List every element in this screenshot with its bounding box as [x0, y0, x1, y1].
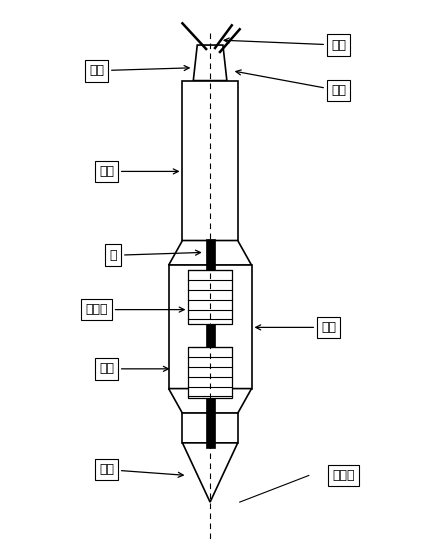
- Text: 水管: 水管: [224, 38, 346, 52]
- Polygon shape: [168, 240, 252, 265]
- Text: 翅片: 翅片: [256, 321, 336, 334]
- Bar: [188, 347, 232, 399]
- Text: 电机: 电机: [99, 165, 178, 178]
- Text: 头部: 头部: [99, 463, 183, 477]
- Polygon shape: [182, 443, 238, 502]
- Bar: [206, 239, 214, 448]
- Polygon shape: [193, 45, 227, 81]
- Polygon shape: [168, 389, 252, 413]
- Text: 吊具: 吊具: [89, 64, 189, 77]
- Bar: [188, 270, 232, 324]
- Text: 轴: 轴: [110, 249, 200, 262]
- Bar: [182, 81, 238, 240]
- Bar: [168, 265, 252, 389]
- Text: 壳体: 壳体: [99, 362, 168, 375]
- Bar: [182, 413, 238, 443]
- Text: 出水口: 出水口: [332, 469, 355, 482]
- Text: 电缆: 电缆: [236, 70, 346, 97]
- Text: 偏心块: 偏心块: [85, 303, 184, 316]
